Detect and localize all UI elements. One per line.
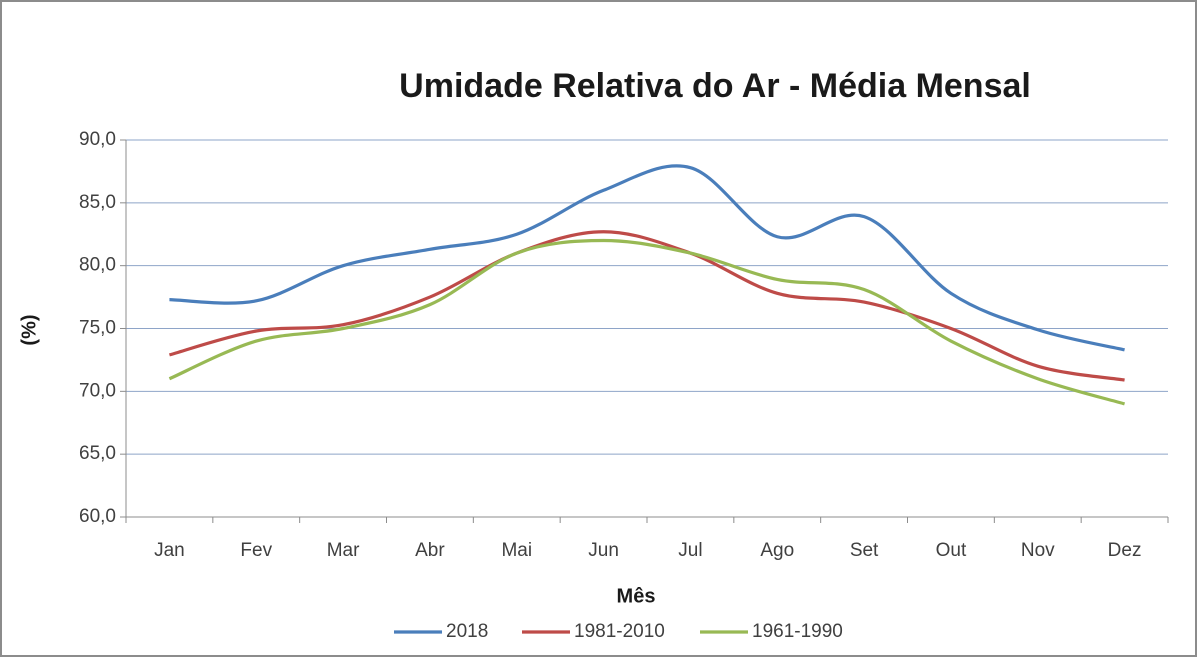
y-tick-label: 80,0 (79, 255, 116, 276)
x-tick-label: Nov (1021, 540, 1055, 561)
legend-label: 1961-1990 (752, 621, 843, 642)
legend-label: 1981-2010 (574, 621, 665, 642)
x-tick-label: Out (936, 540, 967, 561)
chart-title: Umidade Relativa do Ar - Média Mensal (399, 67, 1031, 105)
x-tick-label: Ago (760, 540, 794, 561)
x-tick-label: Jun (588, 540, 619, 561)
x-tick-label: Set (850, 540, 879, 561)
line-series (168, 230, 1125, 382)
y-tick-label: 70,0 (79, 380, 116, 401)
y-tick-label: 75,0 (79, 318, 116, 339)
x-tick-label: Jul (678, 540, 702, 561)
x-tick-label: Jan (154, 540, 185, 561)
x-tick-label: Fev (240, 540, 272, 561)
x-axis-title: Mês (617, 585, 656, 607)
y-tick-label: 65,0 (79, 443, 116, 464)
x-tick-label: Mai (501, 540, 532, 561)
y-axis-title: (%) (18, 314, 40, 345)
y-tick-label: 90,0 (79, 129, 116, 150)
line-series (168, 238, 1126, 406)
x-tick-label: Mar (327, 540, 360, 561)
y-tick-label: 60,0 (79, 506, 116, 527)
y-tick-label: 85,0 (79, 192, 116, 213)
x-tick-label: Dez (1108, 540, 1142, 561)
legend-label: 2018 (446, 621, 488, 642)
line-series (169, 164, 1125, 352)
x-tick-label: Abr (415, 540, 445, 561)
